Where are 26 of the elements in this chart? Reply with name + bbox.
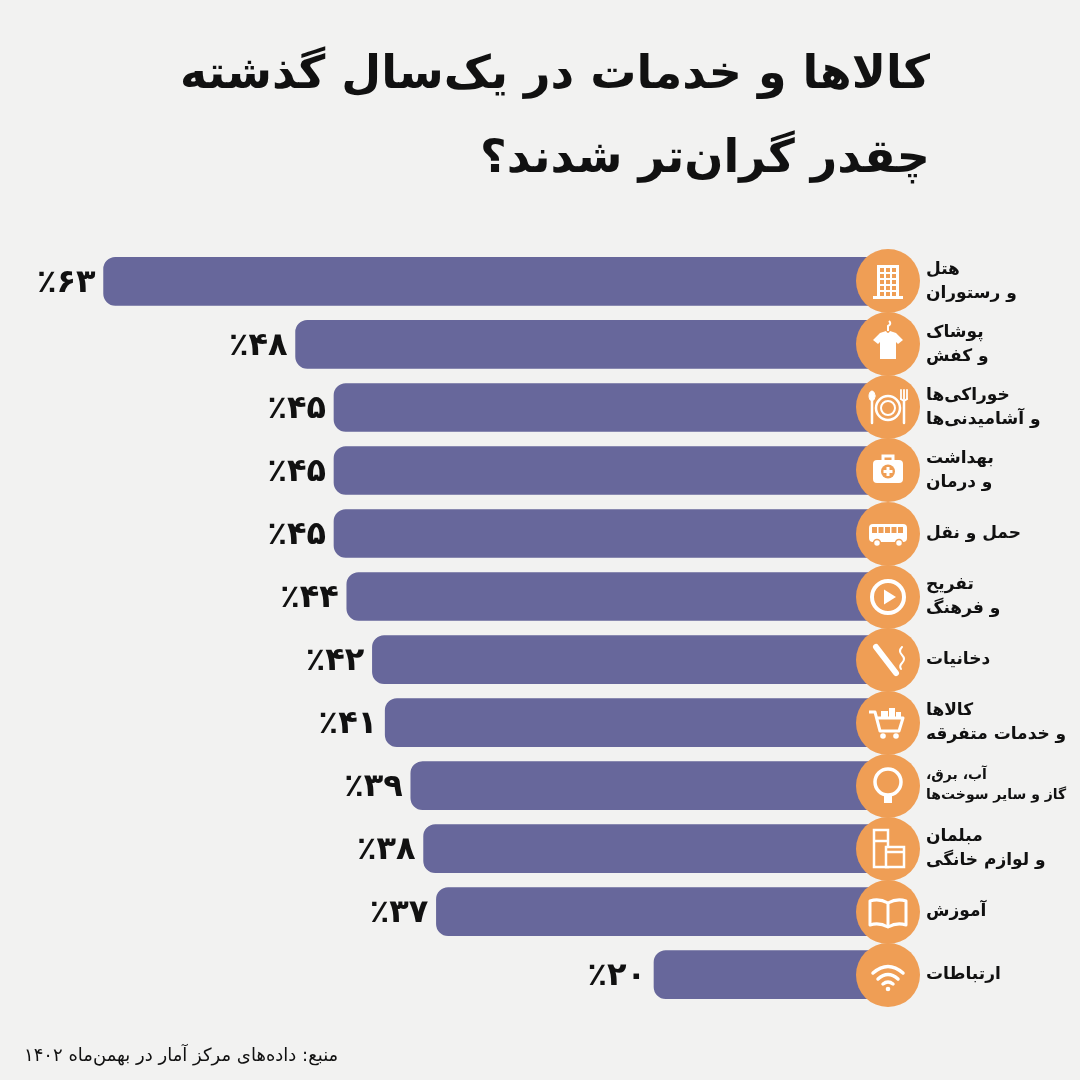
- data-label: ٪۶۳: [37, 261, 97, 300]
- y-tick-label: مبلمان و لوازم خانگی: [926, 825, 1046, 870]
- y-tick-label: تفریح و فرهنگ: [926, 573, 1001, 618]
- y-tick-label: دخانیات: [926, 647, 991, 668]
- data-label: ٪۴۵: [267, 387, 326, 426]
- y-tick-label: ارتباطات: [926, 963, 1001, 984]
- data-label: ٪۴۵: [267, 450, 326, 489]
- y-tick-label: آموزش: [926, 899, 988, 922]
- data-label: ٪۳۷: [369, 891, 429, 930]
- text: منبع: داده‌های مرکز آمار در بهمن‌ماه ۱۴۰۲: [24, 1044, 339, 1065]
- data-label: ٪۳۸: [357, 828, 417, 867]
- chart-title: کالاها و خدمات در یک‌سال گذشته چقدر گران‌تر شدند؟: [179, 44, 930, 186]
- data-label: ٪۴۲: [305, 639, 365, 678]
- data-label: ٪۲۰: [587, 955, 646, 993]
- y-tick-label: هتل و رستوران: [926, 257, 1017, 303]
- y-tick-label: بهداشت و درمان: [926, 447, 994, 492]
- data-label: ٪۴۵: [267, 513, 326, 552]
- data-label: ٪۴۱: [318, 702, 378, 741]
- y-tick-label: آب، برق، گاز و سایر سوخت‌ها: [926, 765, 1068, 804]
- data-label: ٪۴۴: [280, 576, 339, 615]
- y-tick-label: حمل و نقل: [926, 521, 1022, 543]
- y-tick-label: کالاها و خدمات متفرقه: [926, 699, 1067, 744]
- y-tick-label: پوشاک و کفش: [926, 320, 989, 366]
- data-label: ٪۳۹: [344, 765, 403, 804]
- data-label: ٪۴۸: [229, 324, 289, 363]
- y-tick-label: خوراکی‌ها و آشامیدنی‌ها: [926, 383, 1041, 429]
